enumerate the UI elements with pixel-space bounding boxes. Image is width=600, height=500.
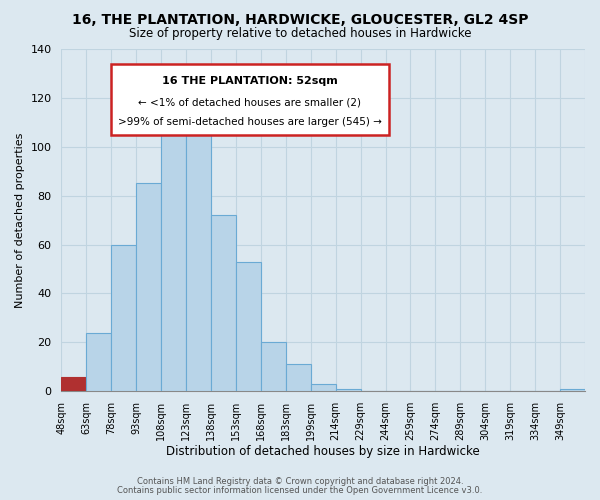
FancyBboxPatch shape: [111, 64, 389, 134]
Bar: [111, 244, 136, 391]
Bar: [286, 364, 311, 391]
Text: Contains HM Land Registry data © Crown copyright and database right 2024.: Contains HM Land Registry data © Crown c…: [137, 477, 463, 486]
Bar: [136, 184, 161, 391]
Bar: [236, 262, 261, 391]
Text: Contains public sector information licensed under the Open Government Licence v3: Contains public sector information licen…: [118, 486, 482, 495]
Bar: [560, 389, 585, 391]
Bar: [261, 342, 286, 391]
Bar: [161, 130, 186, 391]
Bar: [61, 376, 86, 391]
Bar: [86, 332, 111, 391]
Bar: [335, 389, 361, 391]
Text: 16 THE PLANTATION: 52sqm: 16 THE PLANTATION: 52sqm: [162, 76, 338, 86]
Bar: [211, 215, 236, 391]
Text: >99% of semi-detached houses are larger (545) →: >99% of semi-detached houses are larger …: [118, 117, 382, 127]
Bar: [186, 125, 211, 391]
Text: Size of property relative to detached houses in Hardwicke: Size of property relative to detached ho…: [129, 28, 471, 40]
Bar: [311, 384, 335, 391]
Text: 16, THE PLANTATION, HARDWICKE, GLOUCESTER, GL2 4SP: 16, THE PLANTATION, HARDWICKE, GLOUCESTE…: [72, 12, 528, 26]
Text: ← <1% of detached houses are smaller (2): ← <1% of detached houses are smaller (2): [139, 97, 361, 107]
X-axis label: Distribution of detached houses by size in Hardwicke: Distribution of detached houses by size …: [166, 444, 480, 458]
Y-axis label: Number of detached properties: Number of detached properties: [15, 132, 25, 308]
